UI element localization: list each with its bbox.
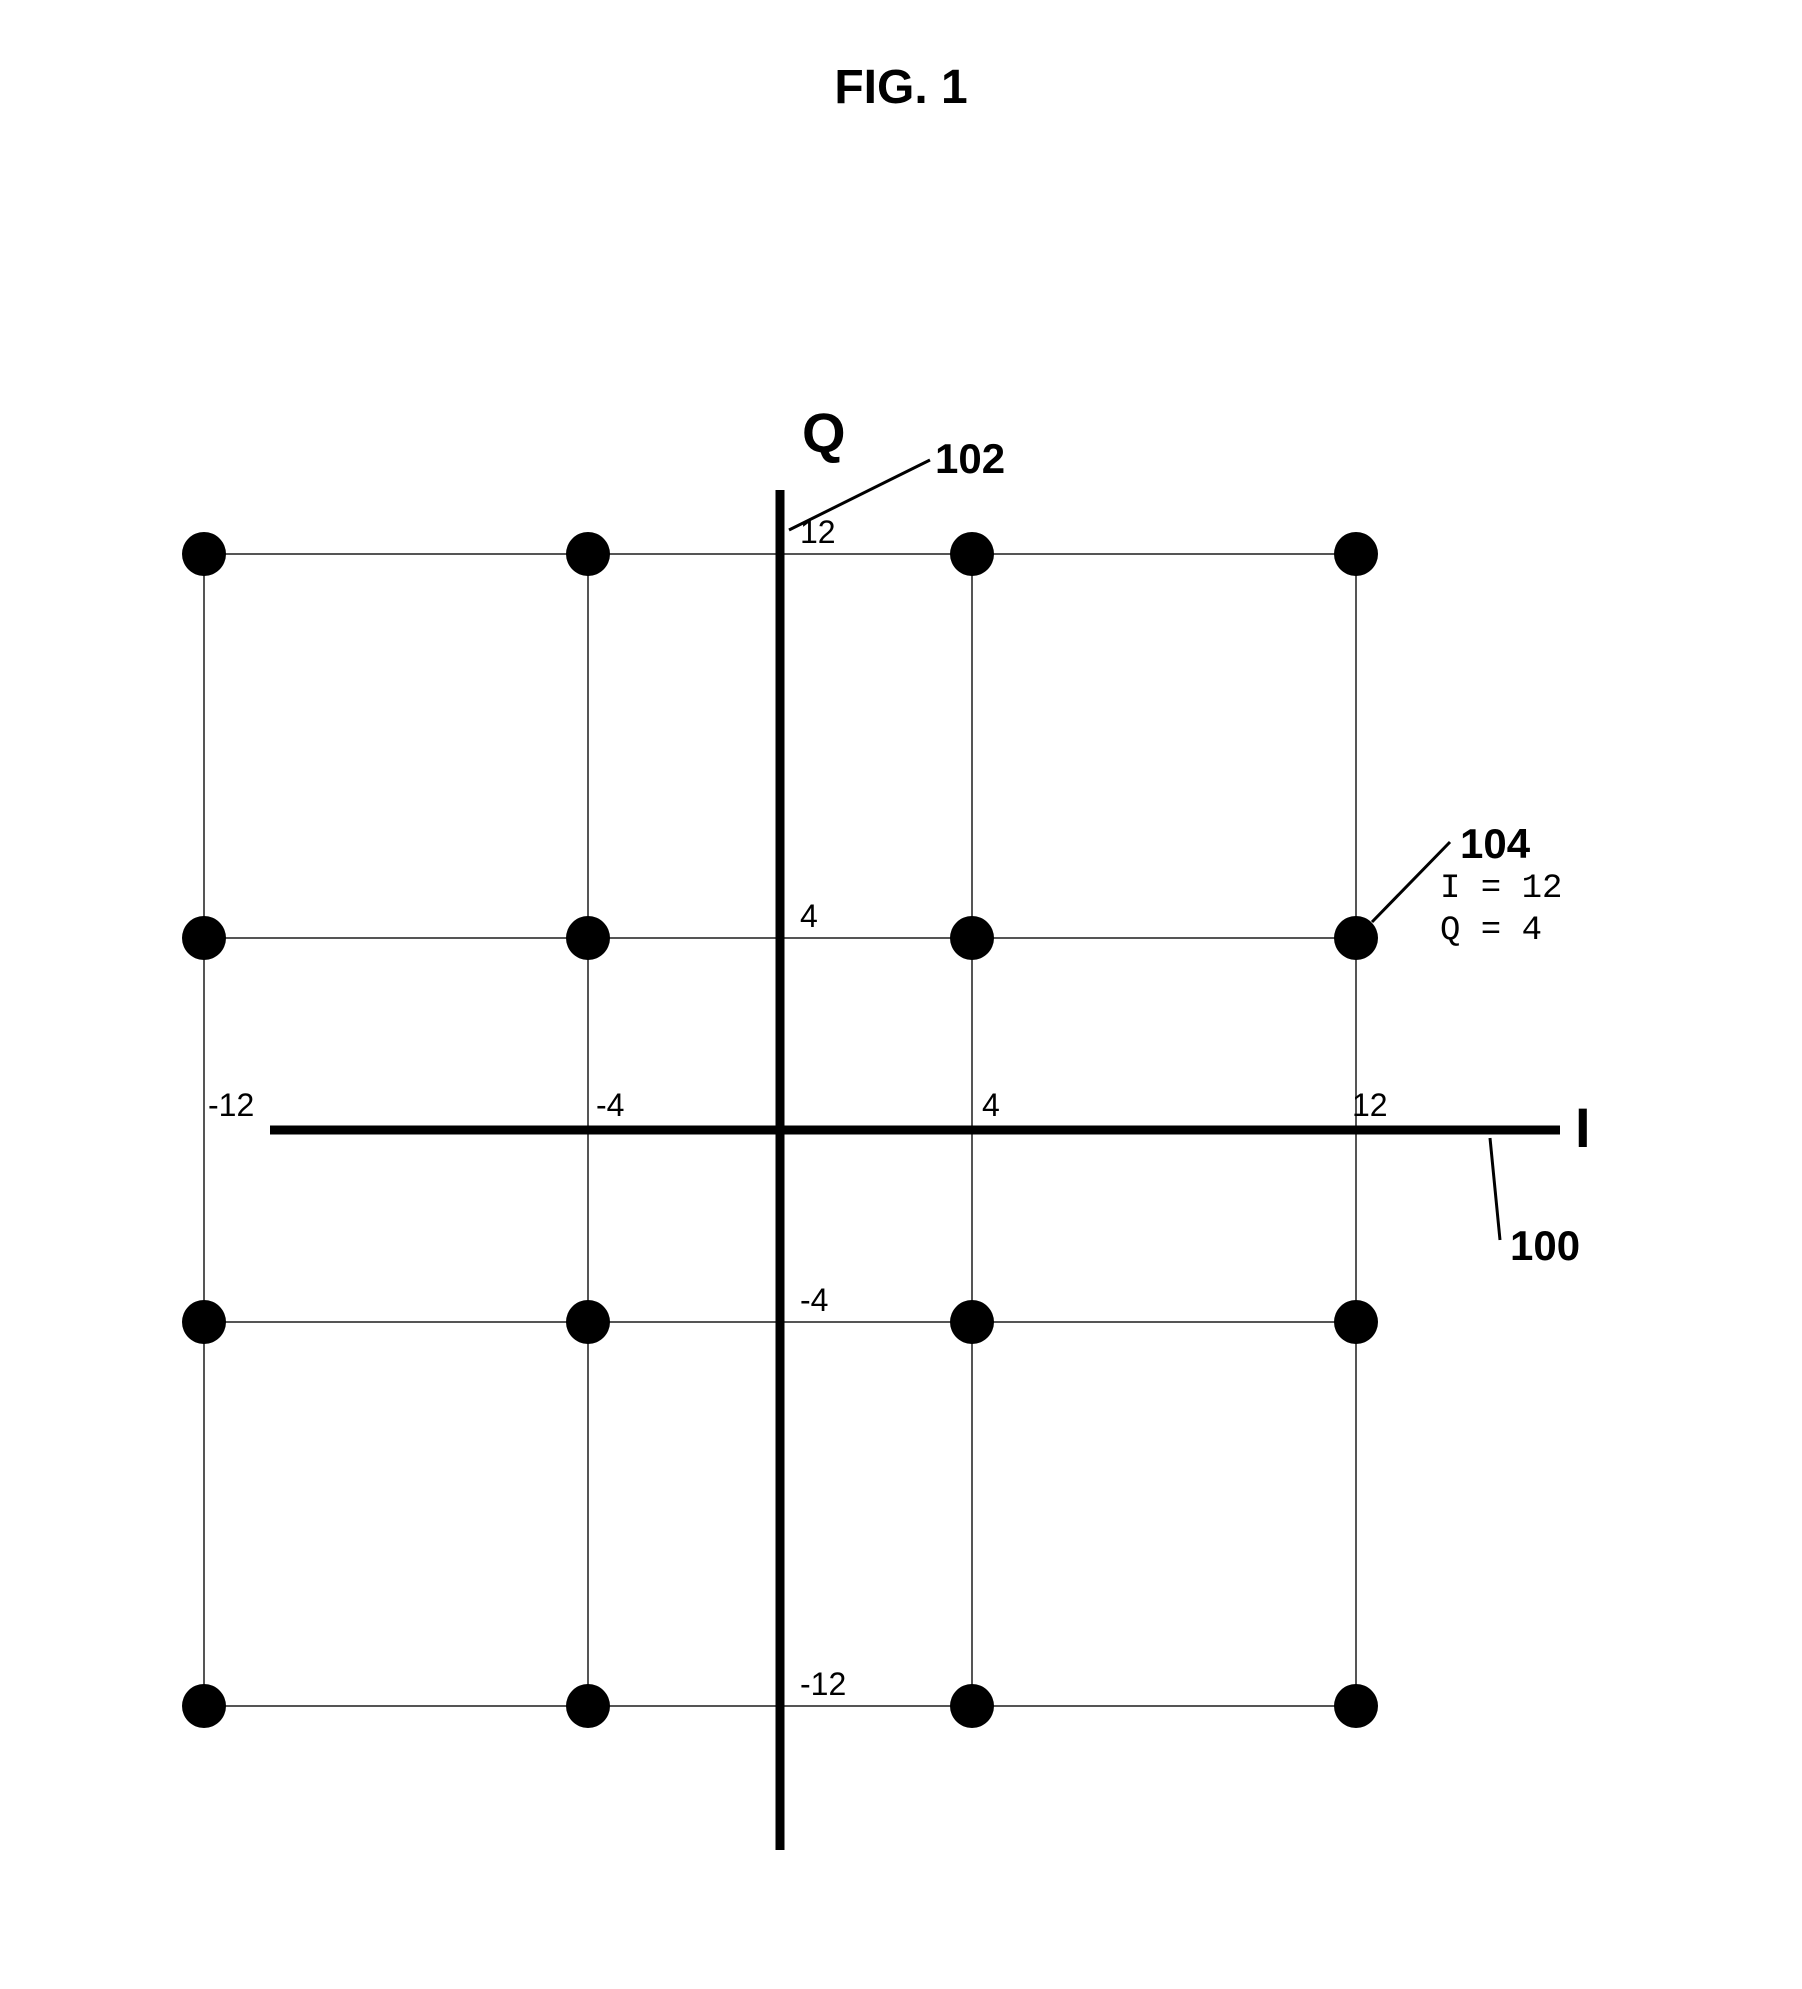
y-axis-label: Q <box>802 400 846 465</box>
callout-i-value: I = 12 <box>1440 870 1562 908</box>
ref-102: 102 <box>935 435 1005 483</box>
y-tick-pos12: 12 <box>800 514 836 551</box>
ref-100: 100 <box>1510 1222 1580 1270</box>
diagram-svg <box>120 280 1680 1880</box>
x-tick-pos12: 12 <box>1352 1087 1388 1124</box>
x-axis-label: I <box>1575 1095 1591 1160</box>
ref-104: 104 <box>1460 820 1530 868</box>
x-tick-neg4: -4 <box>596 1087 624 1124</box>
y-tick-neg12: -12 <box>800 1666 846 1703</box>
y-tick-neg4: -4 <box>800 1282 828 1319</box>
callout-q-value: Q = 4 <box>1440 912 1542 950</box>
x-tick-pos4: 4 <box>982 1087 1000 1124</box>
figure-title: FIG. 1 <box>834 60 967 115</box>
x-tick-neg12: -12 <box>208 1087 254 1124</box>
y-tick-pos4: 4 <box>800 898 818 935</box>
constellation-diagram: Q I 102 100 104 I = 12 Q = 4 -12 -4 4 12… <box>120 280 1680 1880</box>
